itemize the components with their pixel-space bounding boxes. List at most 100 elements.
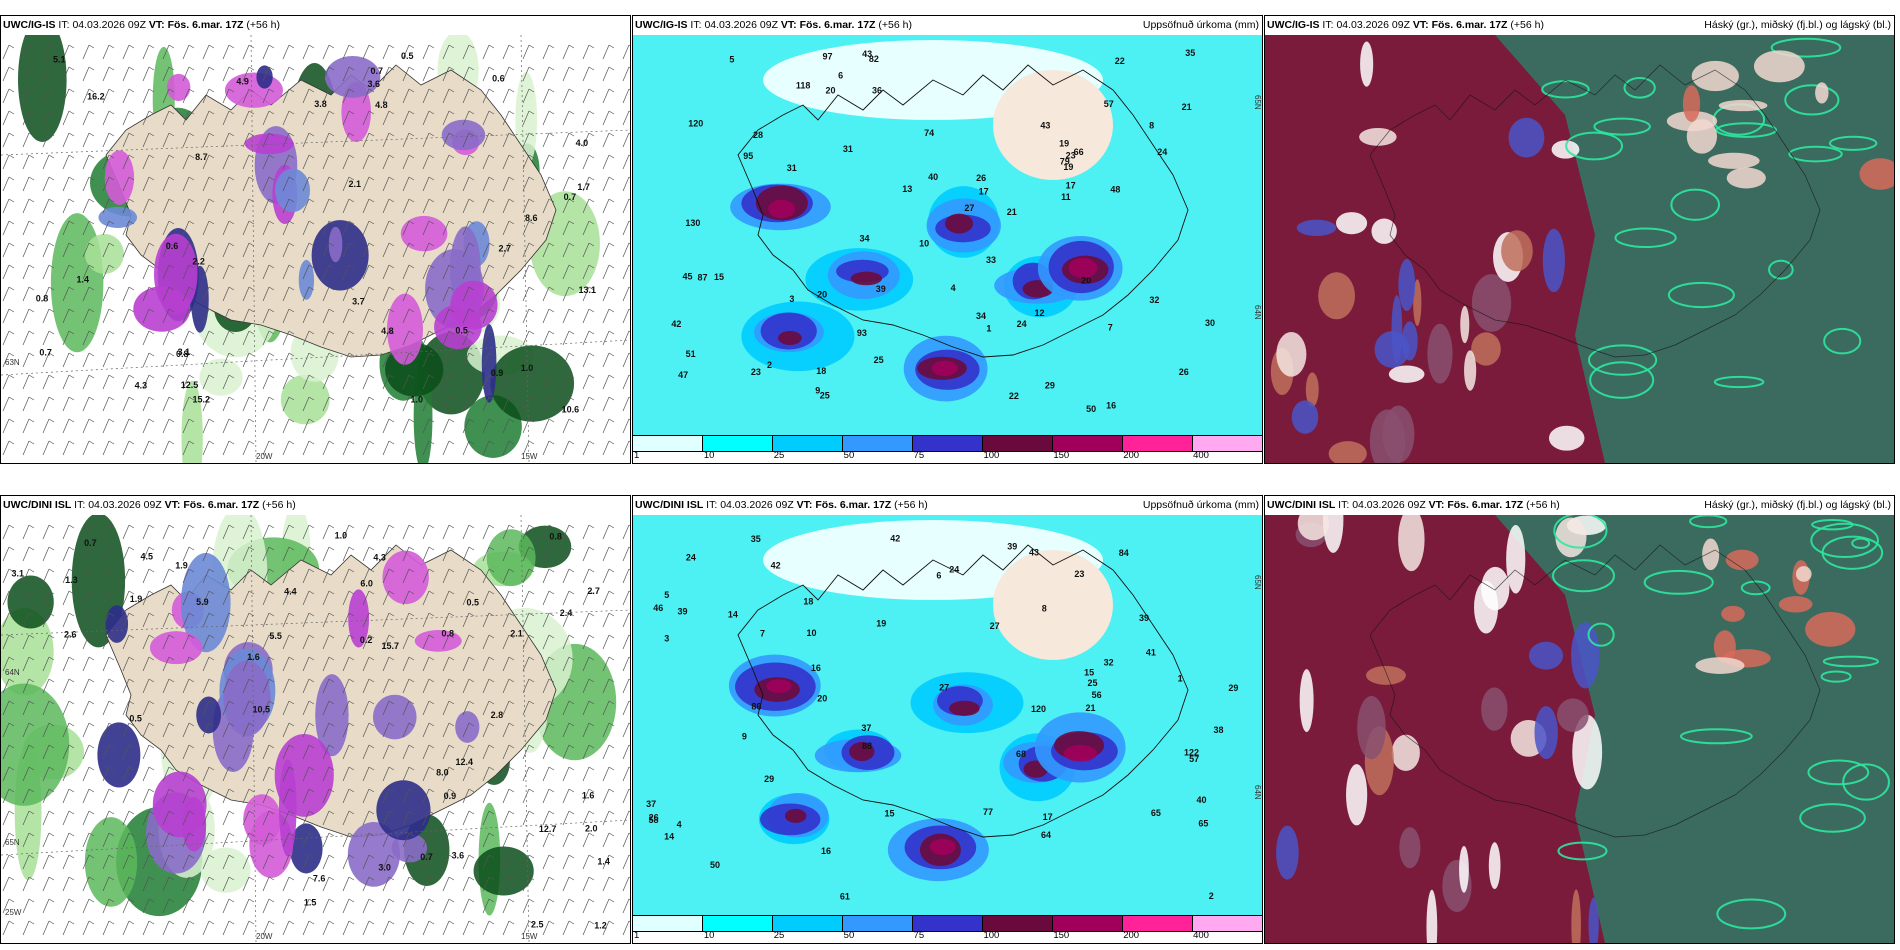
- high-cloud-patch: [1702, 538, 1720, 571]
- precip-value-label: 10.5: [253, 704, 271, 714]
- precip-total-label: 39: [1007, 541, 1017, 551]
- low-cloud-edge: [1842, 763, 1890, 801]
- precip-total-label: 38: [1214, 725, 1224, 735]
- precip-total-label: 16: [821, 846, 831, 856]
- precip-total-label: 7: [760, 628, 765, 638]
- precip-contour: [929, 838, 956, 855]
- colorbar-tick: 10: [703, 450, 715, 461]
- colorbar-cell: [633, 916, 703, 931]
- precip-value-label: 3.0: [378, 862, 391, 872]
- mid-cloud-patch: [1291, 400, 1319, 434]
- low-cloud-edge: [1679, 728, 1753, 745]
- grid-line: [520, 515, 530, 943]
- heavy-precip-area: [104, 150, 135, 205]
- heavy-precip-area: [391, 833, 428, 863]
- heavy-precip-area: [278, 759, 297, 857]
- precip-total-label: 4: [951, 283, 956, 293]
- mid-cloud-patch: [1371, 218, 1397, 244]
- precip-total-label: 37: [861, 723, 871, 733]
- precip-value-label: 13.1: [579, 285, 597, 295]
- precip-total-label: 43: [1029, 547, 1039, 557]
- precip-total-label: 31: [843, 144, 853, 154]
- model-name: UWC/DINI ISL: [635, 499, 704, 511]
- precip-area: [515, 71, 538, 168]
- precip-total-label: 3: [789, 294, 794, 304]
- precip-total-label: 32: [1104, 657, 1114, 667]
- precip-total-label: 7: [1108, 323, 1113, 333]
- low-cloud-edge: [1715, 122, 1778, 138]
- colorbar-tick: 10: [703, 930, 715, 941]
- precip-value-label: 5.1: [53, 55, 66, 65]
- precip-total-label: 74: [924, 128, 934, 138]
- mid-cloud-patch: [1471, 274, 1512, 332]
- panel-header: UWC/IG-IS IT: 04.03.2026 09Z VT: Fös. 6.…: [1, 16, 630, 35]
- precip-value-label: 8.6: [525, 213, 538, 223]
- precip-area: [84, 817, 138, 907]
- precip-total-label: 64: [1041, 830, 1051, 840]
- dry-area: [993, 550, 1113, 660]
- precip-value-label: 2.8: [491, 710, 504, 720]
- high-cloud-patch: [1713, 630, 1736, 663]
- high-cloud-patch: [1718, 99, 1768, 112]
- mid-cloud-patch: [1299, 669, 1314, 733]
- precip-value-label: 12.5: [181, 380, 199, 390]
- mid-cloud-patch: [1555, 517, 1587, 558]
- heavy-precip-area: [133, 286, 191, 332]
- precip-total-label: 26: [649, 813, 659, 823]
- precip-total-label: 3: [664, 634, 669, 644]
- precip-value-label: 1.6: [247, 652, 260, 662]
- panel-header: UWC/DINI ISL IT: 04.03.2026 09Z VT: Fös.…: [633, 496, 1262, 515]
- high-cloud-patch: [1691, 60, 1739, 92]
- lead-time: (+56 h): [1510, 19, 1544, 31]
- precip-total-label: 5: [729, 54, 734, 64]
- precip-value-label: 0.7: [371, 66, 384, 76]
- precip-total-label: 15: [714, 272, 724, 282]
- precip-contour: [945, 213, 974, 234]
- axis-label: 15W: [521, 932, 538, 941]
- precip-total-label: 24: [1017, 319, 1027, 329]
- it-time: 04.03.2026 09Z: [1352, 499, 1426, 511]
- precip-total-label: 20: [817, 693, 827, 703]
- mid-cloud-patch: [1571, 622, 1600, 689]
- panel-title: Háský (gr.), miðský (fj.bl.) og lágský (…: [1704, 499, 1891, 511]
- mid-cloud-patch: [1276, 825, 1299, 880]
- it-time: 04.03.2026 09Z: [88, 499, 162, 511]
- colorbar-tick: 25: [773, 930, 785, 941]
- low-cloud-edge: [1614, 227, 1677, 249]
- map-panel-clouds-dini: UWC/DINI ISL IT: 04.03.2026 09Z VT: Fös.…: [1264, 495, 1895, 944]
- model-name: UWC/IG-IS: [3, 19, 56, 31]
- precip-value-label: 5.5: [269, 631, 282, 641]
- heavy-precip-area: [224, 72, 283, 108]
- it-label: IT:: [74, 499, 86, 511]
- precip-area: [18, 35, 67, 142]
- high-cloud-patch: [1805, 611, 1856, 647]
- colorbar-cell: [913, 436, 983, 451]
- precip-total-label: 9: [742, 731, 747, 741]
- high-cloud-area: [1265, 515, 1605, 943]
- colorbar-cell: [773, 916, 843, 931]
- precip-total-label: 8: [1042, 604, 1047, 614]
- precip-value-label: 0.5: [466, 597, 479, 607]
- heavy-precip-area: [149, 631, 203, 665]
- precip-total-label: 58: [648, 815, 658, 825]
- wind-barbs: [2, 44, 630, 456]
- precip-value-label: 2.6: [64, 630, 77, 640]
- colorbar-cell: [913, 916, 983, 931]
- mid-cloud-patch: [1528, 641, 1564, 670]
- precip-total-label: 5: [664, 590, 669, 600]
- high-cloud-patch: [1753, 50, 1805, 83]
- precip-value-label: 0.6: [166, 241, 179, 251]
- vt-time: Fös. 6.mar. 17Z: [1431, 19, 1508, 31]
- low-cloud-edge: [1810, 522, 1879, 559]
- precip-total-label: 2: [1209, 891, 1214, 901]
- precip-total-label: 6: [936, 570, 941, 580]
- colorbar-tick: 25: [773, 450, 785, 461]
- map-panel-clouds-igis: UWC/IG-IS IT: 04.03.2026 09Z VT: Fös. 6.…: [1264, 15, 1895, 464]
- mid-cloud-patch: [1346, 764, 1368, 826]
- low-cloud-edge: [1807, 759, 1870, 786]
- vt-label: VT:: [780, 19, 797, 31]
- axis-label: 64N: [5, 668, 20, 677]
- precip-value-label: 3.6: [452, 851, 465, 861]
- precip-value-label: 0.7: [84, 538, 97, 548]
- precip-total-label: 16: [811, 663, 821, 673]
